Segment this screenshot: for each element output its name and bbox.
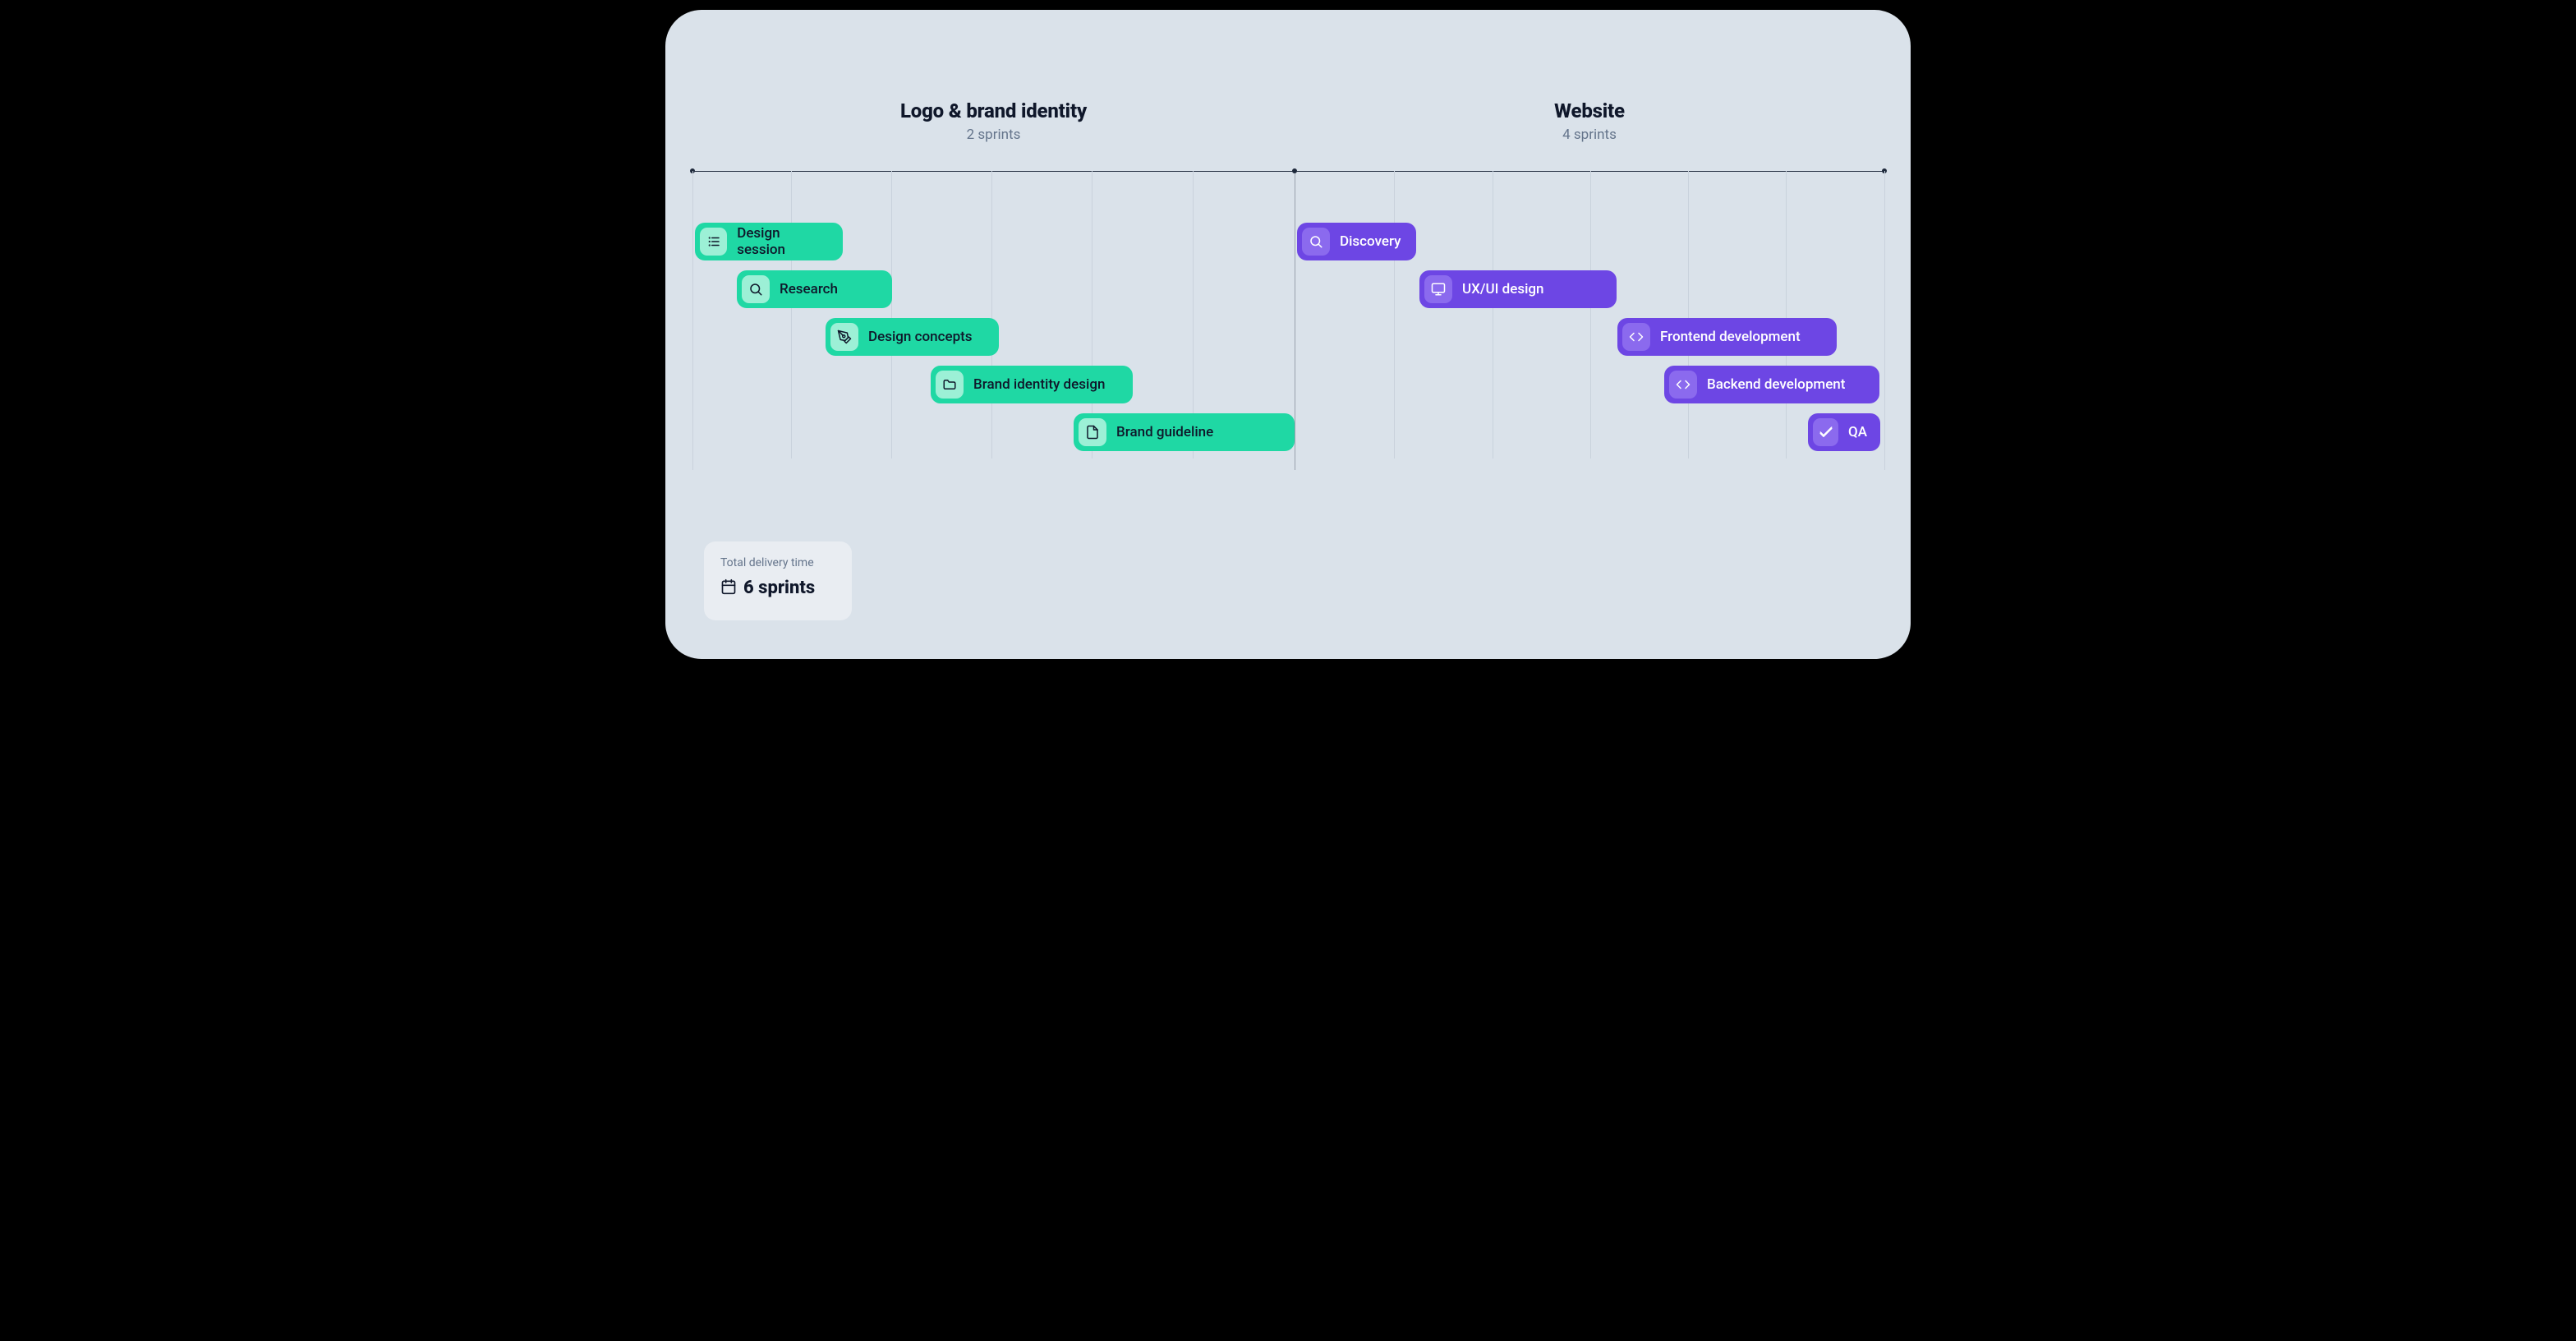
gridline-minor	[791, 171, 792, 459]
section-title: Website	[1295, 99, 1884, 122]
gridline-minor	[991, 171, 992, 459]
section-title: Logo & brand identity	[692, 99, 1295, 122]
file-icon	[1079, 418, 1106, 446]
task-design-concepts[interactable]: Design concepts	[826, 318, 999, 356]
task-qa[interactable]: QA	[1808, 413, 1880, 451]
gridline-major	[1884, 171, 1885, 470]
summary-card: Total delivery time 6 sprints	[704, 541, 852, 620]
gridline-minor	[1394, 171, 1395, 459]
task-brand-guideline[interactable]: Brand guideline	[1074, 413, 1295, 451]
list-icon	[700, 228, 727, 256]
gridline-minor	[891, 171, 892, 459]
task-backend-development[interactable]: Backend development	[1664, 366, 1879, 403]
timeline-panel: Logo & brand identity 2 sprintsWebsite 4 s…	[665, 10, 1911, 659]
section-subtitle: 2 sprints	[692, 127, 1295, 143]
summary-label: Total delivery time	[720, 556, 835, 569]
timeline-axis	[692, 171, 1884, 172]
summary-value: 6 sprints	[743, 578, 815, 598]
summary-value-row: 6 sprints	[720, 578, 835, 598]
task-label: Brand identity design	[973, 376, 1105, 393]
task-brand-identity-design[interactable]: Brand identity design	[931, 366, 1133, 403]
calendar-icon	[720, 578, 737, 598]
code-icon	[1669, 371, 1697, 399]
folder-icon	[936, 371, 964, 399]
search-icon	[1302, 228, 1330, 256]
task-label: Design session	[737, 225, 830, 258]
task-label: UX/UI design	[1462, 281, 1544, 297]
check-icon	[1813, 418, 1838, 446]
task-label: Design concepts	[868, 329, 973, 345]
task-design-session[interactable]: Design session	[695, 223, 843, 260]
task-label: Frontend development	[1660, 329, 1801, 345]
task-label: Discovery	[1340, 233, 1401, 250]
task-discovery[interactable]: Discovery	[1297, 223, 1416, 260]
task-label: QA	[1848, 424, 1867, 440]
task-label: Brand guideline	[1116, 424, 1213, 440]
task-research[interactable]: Research	[737, 270, 892, 308]
search-icon	[742, 275, 770, 303]
gridline-minor	[1590, 171, 1591, 459]
task-ux-ui-design[interactable]: UX/UI design	[1419, 270, 1617, 308]
gridline-minor	[1688, 171, 1689, 459]
timeline-canvas: Logo & brand identity 2 sprintsWebsite 4 s…	[665, 10, 1911, 659]
monitor-icon	[1424, 275, 1452, 303]
gridline-major	[692, 171, 693, 470]
code-icon	[1622, 323, 1650, 351]
task-label: Backend development	[1707, 376, 1845, 393]
pen-icon	[830, 323, 858, 351]
task-frontend-development[interactable]: Frontend development	[1617, 318, 1837, 356]
gridline-minor	[1786, 171, 1787, 459]
task-label: Research	[780, 281, 838, 297]
section-subtitle: 4 sprints	[1295, 127, 1884, 143]
